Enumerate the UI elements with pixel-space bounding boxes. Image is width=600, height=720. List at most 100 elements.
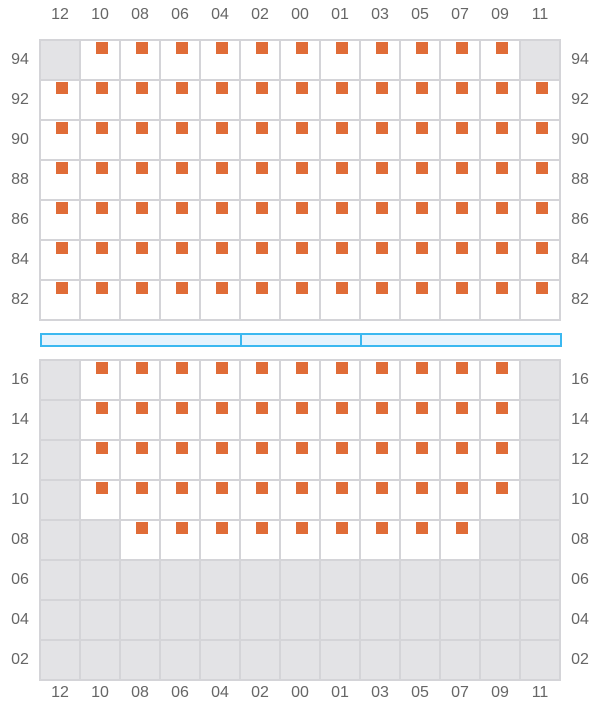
seat-84-09[interactable] <box>496 242 508 254</box>
seat-82-11[interactable] <box>536 282 548 294</box>
seat-10-08[interactable] <box>136 482 148 494</box>
seat-16-10[interactable] <box>96 362 108 374</box>
seat-86-05[interactable] <box>416 202 428 214</box>
seat-16-05[interactable] <box>416 362 428 374</box>
seat-82-08[interactable] <box>136 282 148 294</box>
seat-10-00[interactable] <box>296 482 308 494</box>
seat-08-01[interactable] <box>336 522 348 534</box>
seat-82-12[interactable] <box>56 282 68 294</box>
seat-82-05[interactable] <box>416 282 428 294</box>
seat-16-00[interactable] <box>296 362 308 374</box>
seat-08-05[interactable] <box>416 522 428 534</box>
seat-84-10[interactable] <box>96 242 108 254</box>
seat-92-12[interactable] <box>56 82 68 94</box>
seat-08-07[interactable] <box>456 522 468 534</box>
seat-90-00[interactable] <box>296 122 308 134</box>
seat-10-10[interactable] <box>96 482 108 494</box>
seat-88-10[interactable] <box>96 162 108 174</box>
seat-92-03[interactable] <box>376 82 388 94</box>
seat-08-00[interactable] <box>296 522 308 534</box>
seat-12-08[interactable] <box>136 442 148 454</box>
seat-12-02[interactable] <box>256 442 268 454</box>
seat-82-04[interactable] <box>216 282 228 294</box>
seat-12-10[interactable] <box>96 442 108 454</box>
seat-94-10[interactable] <box>96 42 108 54</box>
seat-16-09[interactable] <box>496 362 508 374</box>
seat-14-04[interactable] <box>216 402 228 414</box>
seat-12-05[interactable] <box>416 442 428 454</box>
seat-94-04[interactable] <box>216 42 228 54</box>
seat-10-01[interactable] <box>336 482 348 494</box>
seat-84-03[interactable] <box>376 242 388 254</box>
seat-88-12[interactable] <box>56 162 68 174</box>
seat-92-01[interactable] <box>336 82 348 94</box>
seat-94-00[interactable] <box>296 42 308 54</box>
seat-90-11[interactable] <box>536 122 548 134</box>
seat-90-12[interactable] <box>56 122 68 134</box>
seat-88-08[interactable] <box>136 162 148 174</box>
seat-84-07[interactable] <box>456 242 468 254</box>
seat-16-08[interactable] <box>136 362 148 374</box>
seat-88-11[interactable] <box>536 162 548 174</box>
seat-16-01[interactable] <box>336 362 348 374</box>
seat-14-10[interactable] <box>96 402 108 414</box>
seat-90-06[interactable] <box>176 122 188 134</box>
seat-12-07[interactable] <box>456 442 468 454</box>
seat-90-02[interactable] <box>256 122 268 134</box>
seat-90-10[interactable] <box>96 122 108 134</box>
seat-86-10[interactable] <box>96 202 108 214</box>
seat-94-08[interactable] <box>136 42 148 54</box>
seat-08-06[interactable] <box>176 522 188 534</box>
seat-92-00[interactable] <box>296 82 308 94</box>
seat-08-04[interactable] <box>216 522 228 534</box>
seat-14-07[interactable] <box>456 402 468 414</box>
seat-10-02[interactable] <box>256 482 268 494</box>
seat-88-09[interactable] <box>496 162 508 174</box>
seat-94-02[interactable] <box>256 42 268 54</box>
seat-14-05[interactable] <box>416 402 428 414</box>
seat-12-04[interactable] <box>216 442 228 454</box>
seat-10-06[interactable] <box>176 482 188 494</box>
seat-14-02[interactable] <box>256 402 268 414</box>
seat-94-03[interactable] <box>376 42 388 54</box>
seat-90-07[interactable] <box>456 122 468 134</box>
seat-92-04[interactable] <box>216 82 228 94</box>
seat-90-09[interactable] <box>496 122 508 134</box>
seat-94-06[interactable] <box>176 42 188 54</box>
seat-16-07[interactable] <box>456 362 468 374</box>
seat-92-08[interactable] <box>136 82 148 94</box>
seat-10-09[interactable] <box>496 482 508 494</box>
seat-12-00[interactable] <box>296 442 308 454</box>
seat-12-09[interactable] <box>496 442 508 454</box>
seat-92-09[interactable] <box>496 82 508 94</box>
seat-82-09[interactable] <box>496 282 508 294</box>
seat-08-08[interactable] <box>136 522 148 534</box>
seat-16-02[interactable] <box>256 362 268 374</box>
seat-86-02[interactable] <box>256 202 268 214</box>
seat-86-08[interactable] <box>136 202 148 214</box>
seat-12-03[interactable] <box>376 442 388 454</box>
seat-92-05[interactable] <box>416 82 428 94</box>
seat-84-12[interactable] <box>56 242 68 254</box>
seat-88-05[interactable] <box>416 162 428 174</box>
seat-88-02[interactable] <box>256 162 268 174</box>
seat-94-01[interactable] <box>336 42 348 54</box>
seat-86-00[interactable] <box>296 202 308 214</box>
seat-82-07[interactable] <box>456 282 468 294</box>
seat-90-01[interactable] <box>336 122 348 134</box>
seat-84-05[interactable] <box>416 242 428 254</box>
seat-86-03[interactable] <box>376 202 388 214</box>
seat-86-06[interactable] <box>176 202 188 214</box>
seat-88-00[interactable] <box>296 162 308 174</box>
seat-82-10[interactable] <box>96 282 108 294</box>
seat-92-02[interactable] <box>256 82 268 94</box>
seat-88-03[interactable] <box>376 162 388 174</box>
seat-14-01[interactable] <box>336 402 348 414</box>
seat-10-07[interactable] <box>456 482 468 494</box>
seat-82-00[interactable] <box>296 282 308 294</box>
seat-88-01[interactable] <box>336 162 348 174</box>
seat-86-07[interactable] <box>456 202 468 214</box>
seat-82-01[interactable] <box>336 282 348 294</box>
seat-88-07[interactable] <box>456 162 468 174</box>
seat-84-02[interactable] <box>256 242 268 254</box>
